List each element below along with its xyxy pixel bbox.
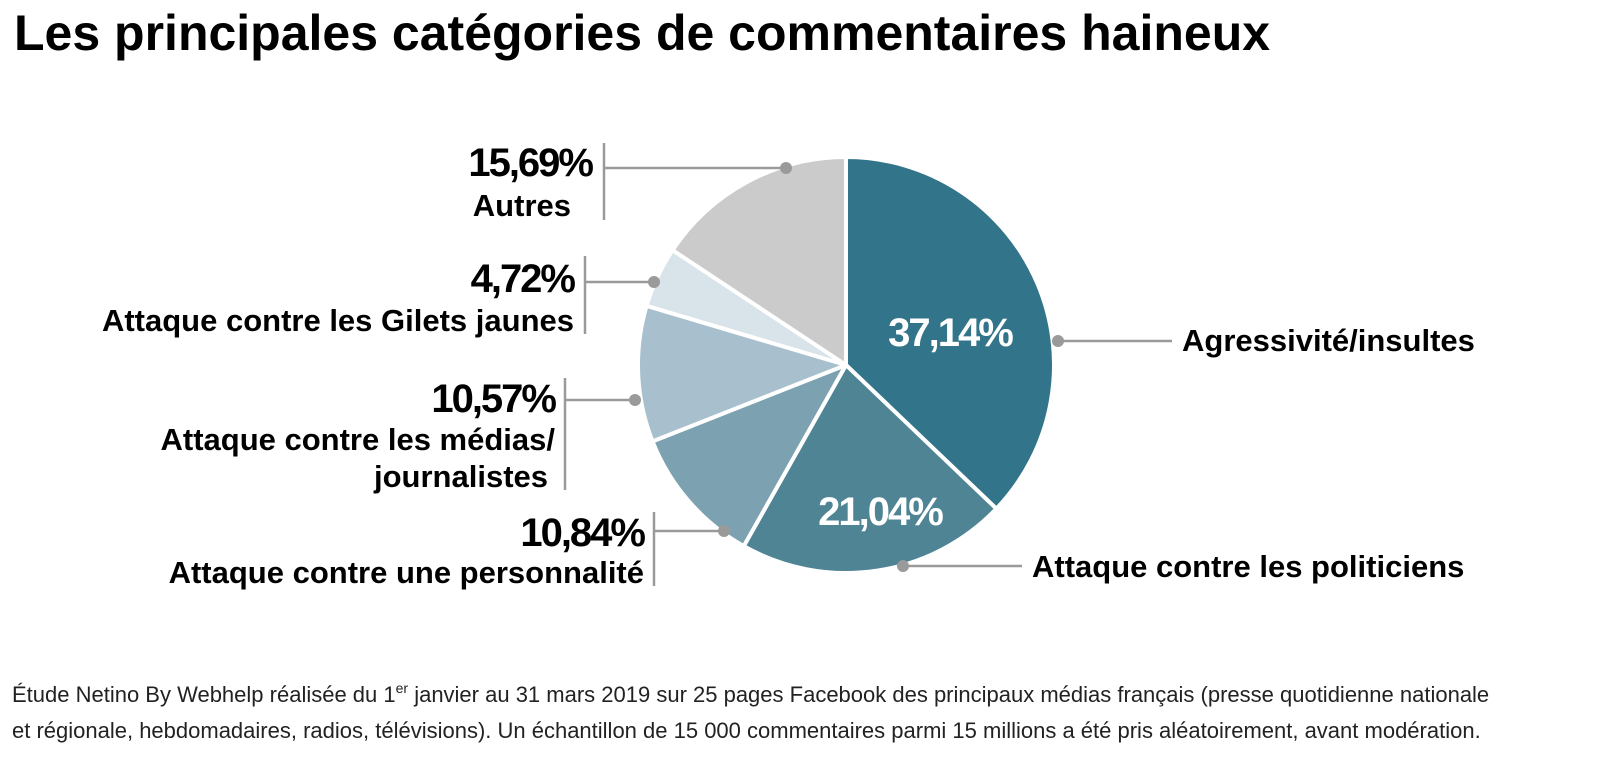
pie-slice-5: [670, 155, 848, 367]
slice-value-label: 37,14%: [888, 311, 1013, 355]
leader-dot: [1052, 335, 1064, 347]
callout-politiciens: Attaque contre les politiciens 21,04%: [818, 490, 1464, 584]
source-note-line-2: et régionale, hebdomadaires, radios, tél…: [12, 718, 1481, 743]
slice-label-line-2: journalistes: [373, 459, 548, 494]
slice-label: Attaque contre une personnalité: [169, 555, 644, 590]
pie-slices: [636, 155, 1056, 575]
slice-value-label: 4,72%: [471, 257, 576, 301]
chart-title: Les principales catégories de commentair…: [14, 5, 1270, 61]
slice-value-label: 10,84%: [520, 511, 645, 555]
source-note-line-1: Étude Netino By Webhelp réalisée du 1er …: [12, 680, 1489, 707]
slice-label: Attaque contre les Gilets jaunes: [102, 303, 574, 338]
leader-dot: [648, 276, 660, 288]
slice-value-label: 15,69%: [468, 141, 593, 185]
callout-autres: 15,69% Autres: [468, 141, 792, 223]
callout-gilets-jaunes: 4,72% Attaque contre les Gilets jaunes: [102, 256, 660, 338]
source-note-text: Étude Netino By Webhelp réalisée du 1: [12, 682, 396, 707]
slice-value-label: 21,04%: [818, 490, 943, 534]
callout-medias: 10,57% Attaque contre les médias/ journa…: [160, 377, 641, 494]
slice-label: Autres: [473, 188, 571, 223]
source-note-superscript: er: [396, 680, 409, 696]
slice-label: Agressivité/insultes: [1182, 323, 1475, 358]
leader-dot: [897, 560, 909, 572]
leader-dot: [718, 525, 730, 537]
leader-dot: [780, 162, 792, 174]
source-note-text: janvier au 31 mars 2019 sur 25 pages Fac…: [408, 682, 1489, 707]
pie-slice-2: [650, 363, 848, 549]
pie-slice-1: [741, 363, 999, 575]
callout-personnalite: 10,84% Attaque contre une personnalité: [169, 511, 730, 590]
slice-value-label: 10,57%: [431, 377, 556, 421]
pie-slice-0: [844, 155, 1056, 511]
callout-agressivite: Agressivité/insultes 37,14%: [888, 311, 1475, 358]
slice-label: Attaque contre les politiciens: [1032, 549, 1464, 584]
slice-label-line-1: Attaque contre les médias/: [160, 422, 555, 457]
leader-dot: [629, 394, 641, 406]
pie-slice-3: [636, 303, 848, 444]
